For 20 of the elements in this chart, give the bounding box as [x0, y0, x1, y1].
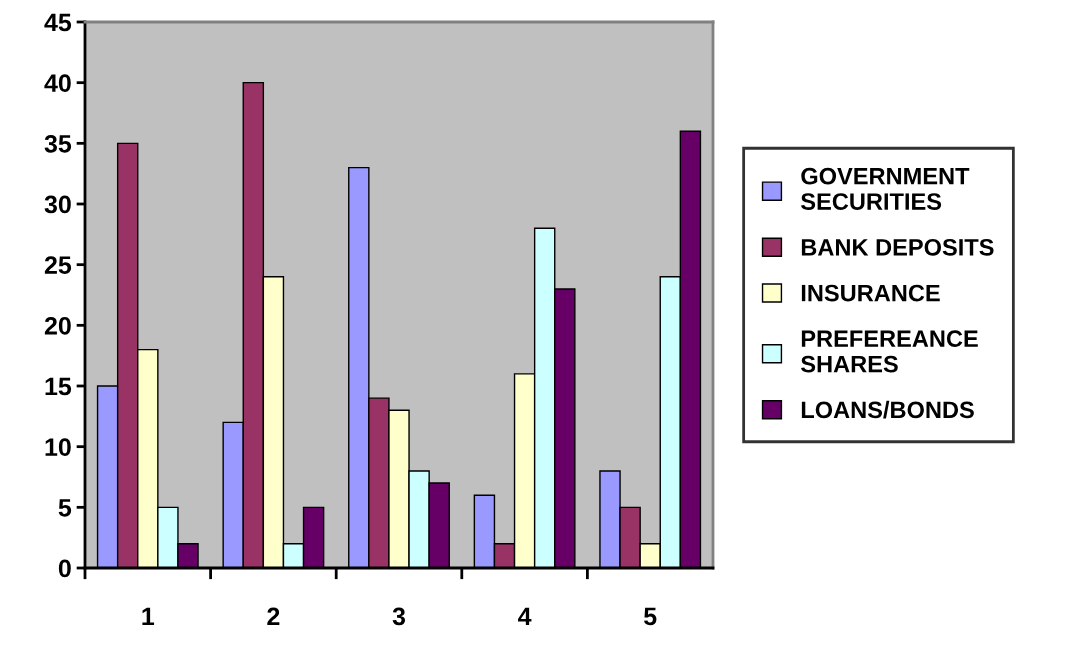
y-tick-label: 15 [45, 377, 72, 396]
x-tick-label: 5 [644, 607, 657, 626]
x-tick-label: 2 [267, 607, 280, 626]
legend-label: PREFEREANCE SHARES [800, 330, 978, 373]
y-tick-label: 40 [44, 74, 71, 92]
y-tick-label: 30 [44, 195, 71, 214]
y-tick-label: 0 [58, 559, 71, 578]
y-tick-label: 10 [45, 438, 71, 456]
legend-label: LOANS/BONDS [801, 400, 974, 419]
legend-label: BANK DEPOSITS [801, 238, 994, 256]
y-tick-label: 35 [44, 134, 72, 153]
y-tick-label: 25 [44, 256, 72, 274]
y-tick-label: 5 [58, 499, 72, 517]
legend-label: INSURANCE [801, 284, 940, 302]
y-tick-label: 20 [44, 316, 71, 335]
x-tick-label: 3 [392, 607, 406, 626]
x-tick-label: 4 [518, 607, 532, 626]
x-tick-label: 1 [142, 607, 155, 626]
legend-label: GOVERNMENT SECURITIES [800, 167, 970, 210]
y-tick-label: 45 [44, 13, 72, 32]
